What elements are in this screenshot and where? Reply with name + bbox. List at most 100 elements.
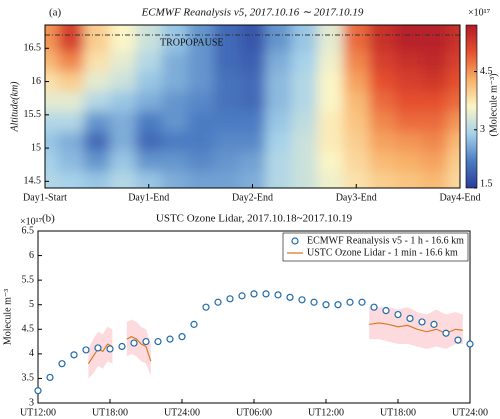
panel-label: (a) xyxy=(49,7,62,19)
heatmap-cell xyxy=(109,151,137,173)
y-tick-label: 5.5 xyxy=(22,274,35,285)
heatmap-cell xyxy=(421,111,449,133)
heatmap-cell xyxy=(447,71,460,93)
data-point xyxy=(166,335,174,343)
heatmap-cell xyxy=(109,131,137,153)
heatmap-cell xyxy=(57,131,85,153)
heatmap-cell xyxy=(291,171,319,188)
y-tick-label: 15.5 xyxy=(24,109,42,120)
heatmap-cell xyxy=(369,91,397,113)
heatmap-cell xyxy=(45,71,59,93)
x-tick-label: Day4-End xyxy=(439,192,480,203)
heatmap-cell xyxy=(265,71,293,93)
heatmap-cell xyxy=(83,25,111,53)
heatmap-cell xyxy=(57,51,85,73)
heatmap-cell xyxy=(161,111,189,133)
heatmap-cell xyxy=(369,25,397,53)
heatmap-cell xyxy=(395,111,423,133)
heatmap-cell xyxy=(447,25,460,53)
heatmap-cell xyxy=(421,25,449,53)
data-point xyxy=(118,342,126,351)
colorbar-tick-label: 1.5 xyxy=(480,178,493,189)
data-point xyxy=(106,345,114,353)
heatmap-cell xyxy=(213,51,241,73)
heatmap-cell xyxy=(45,25,59,53)
y-tick-label: 4.5 xyxy=(22,324,35,335)
heatmap-cells xyxy=(45,25,460,188)
data-point xyxy=(346,298,354,306)
data-point xyxy=(322,301,330,309)
heatmap-cell xyxy=(369,71,397,93)
heatmap-cell xyxy=(109,51,137,73)
heatmap-cell xyxy=(213,25,241,53)
colorbar-label: (Molecule m⁻³) xyxy=(488,74,499,137)
error-band xyxy=(88,307,463,379)
data-point xyxy=(310,298,318,306)
data-point xyxy=(418,318,426,326)
heatmap-cell xyxy=(265,51,293,73)
data-point xyxy=(58,360,66,368)
heatmap-cell xyxy=(109,171,137,188)
heatmap-cell xyxy=(395,25,423,53)
heatmap-cell xyxy=(317,111,345,133)
heatmap-cell xyxy=(161,171,189,188)
legend-box xyxy=(282,232,469,262)
x-tick-label: UT18:00 xyxy=(380,407,416,418)
heatmap-cell xyxy=(447,151,460,173)
heatmap-cell xyxy=(447,131,460,153)
data-point xyxy=(82,346,90,354)
heatmap-cell xyxy=(447,91,460,113)
legend-label: USTC Ozone Lidar - 1 min - 16.6 km xyxy=(307,247,458,258)
heatmap-cell xyxy=(135,111,163,133)
heatmap-cell xyxy=(187,151,215,173)
heatmap-cell xyxy=(109,25,137,53)
x-tick-label: UT12:00 xyxy=(308,407,344,418)
heatmap-cell xyxy=(291,71,319,93)
heatmap-cell xyxy=(343,91,371,113)
data-point xyxy=(394,310,402,319)
heatmap-cell xyxy=(213,91,241,113)
heatmap-cell xyxy=(369,51,397,73)
y-tick-label: 6.5 xyxy=(22,225,35,236)
heatmap-cell xyxy=(45,151,59,173)
legend-marker xyxy=(291,237,299,245)
heatmap-cell xyxy=(395,71,423,93)
heatmap-cell xyxy=(161,25,189,53)
heatmap-cell xyxy=(161,151,189,173)
heatmap-cell xyxy=(291,51,319,73)
heatmap-cell xyxy=(57,71,85,93)
heatmap-cell xyxy=(109,111,137,133)
heatmap-cell xyxy=(135,71,163,93)
colorbar xyxy=(465,24,478,189)
data-point xyxy=(286,293,294,301)
heatmap-cell xyxy=(213,111,241,133)
heatmap-cell xyxy=(57,151,85,173)
data-point xyxy=(46,373,54,382)
heatmap-cell xyxy=(239,171,267,188)
y-tick-label: 14.5 xyxy=(24,176,42,187)
heatmap-cell xyxy=(343,51,371,73)
data-point xyxy=(142,337,150,346)
heatmap-cell xyxy=(265,151,293,173)
x-tick-label: Day3-End xyxy=(336,192,377,203)
heatmap-cell xyxy=(265,25,293,53)
heatmap-cell xyxy=(45,131,59,153)
heatmap-cell xyxy=(161,51,189,73)
heatmap-cell xyxy=(213,71,241,93)
data-point xyxy=(94,344,102,352)
colorbar-tick-label: 3 xyxy=(480,124,485,135)
data-point xyxy=(238,292,246,300)
y-tick-label: 16.5 xyxy=(24,43,42,54)
heatmap-cell xyxy=(369,111,397,133)
data-point xyxy=(298,296,306,304)
heatmap-cell xyxy=(291,131,319,153)
y-tick-label: 3.5 xyxy=(22,373,35,384)
x-tick-label: Day2-End xyxy=(232,192,273,203)
heatmap-cell xyxy=(135,91,163,113)
data-point xyxy=(178,333,186,341)
heatmap-cell xyxy=(161,71,189,93)
heatmap-cell xyxy=(343,25,371,53)
heatmap-cell xyxy=(317,91,345,113)
heatmap-cell xyxy=(83,91,111,113)
data-point xyxy=(154,337,162,346)
